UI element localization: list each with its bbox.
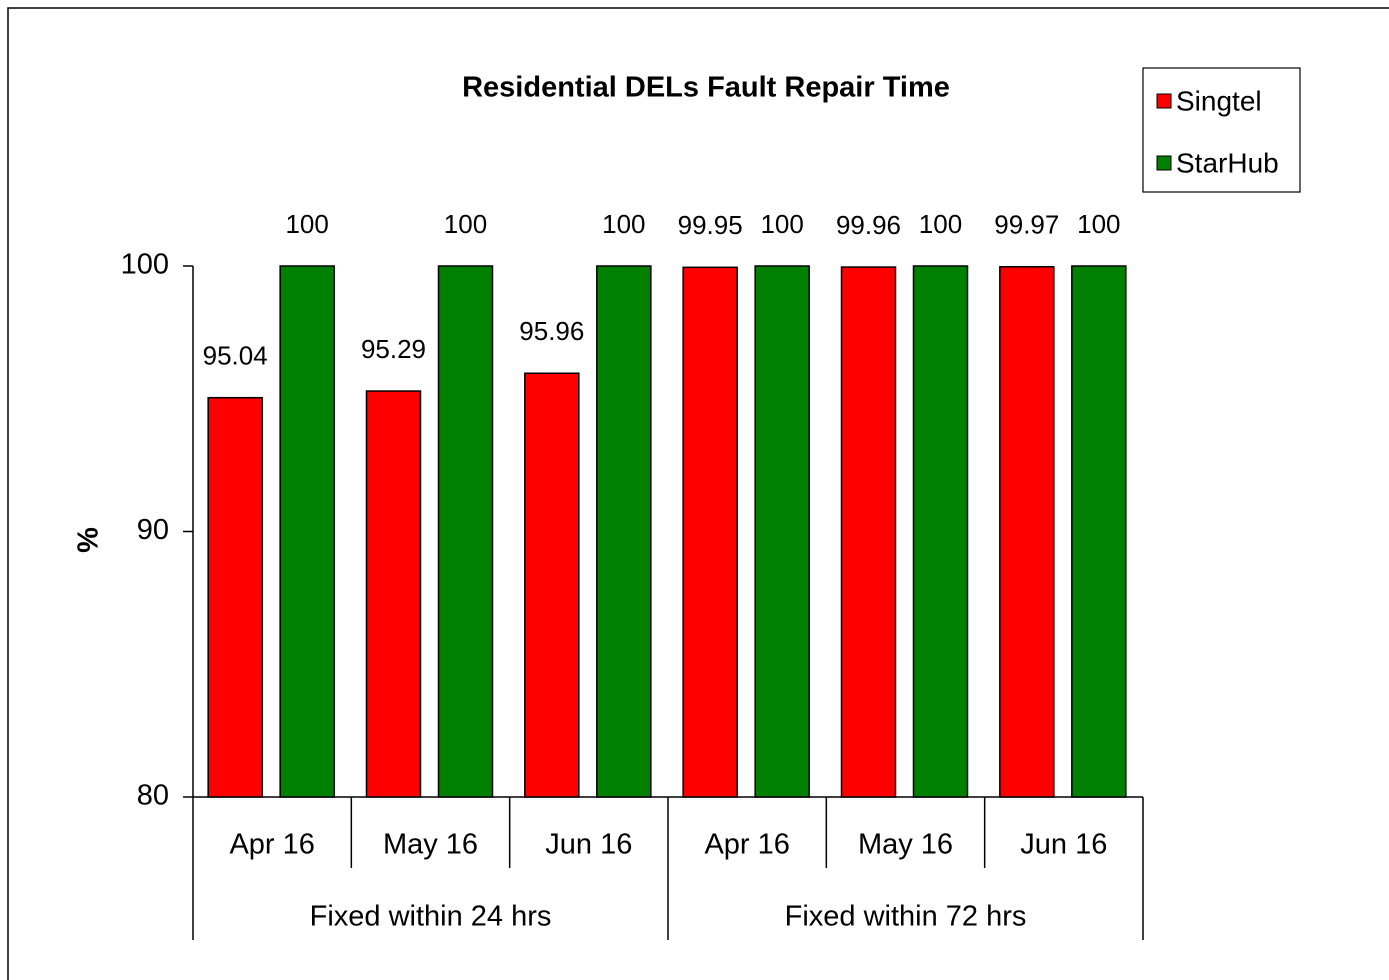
y-tick-label: 100 (121, 249, 169, 281)
bar (596, 265, 652, 798)
y-tick-label: 80 (137, 780, 169, 812)
value-label: 99.96 (836, 210, 901, 240)
bar (999, 266, 1055, 798)
legend-label: Singtel (1176, 85, 1262, 116)
x-tick-label: Apr 16 (229, 829, 314, 861)
value-label: 99.97 (994, 210, 1059, 240)
legend-label: StarHub (1176, 147, 1279, 178)
bar (912, 265, 969, 798)
value-label: 100 (760, 209, 803, 239)
bar (524, 372, 580, 798)
value-label: 100 (444, 209, 487, 239)
y-tick-label: 90 (137, 514, 169, 546)
frame (7, 7, 1389, 980)
legend-swatch (1156, 155, 1172, 171)
value-label: 95.96 (519, 316, 584, 346)
legend-swatch (1156, 93, 1172, 109)
x-tick-label: Apr 16 (704, 829, 789, 861)
x-tick-label: Jun 16 (1020, 829, 1107, 861)
value-label: 95.04 (203, 341, 268, 371)
bar (437, 265, 494, 798)
value-label: 100 (602, 209, 645, 239)
chart-title: Residential DELs Fault Repair Time (462, 72, 950, 104)
value-label: 100 (285, 209, 328, 239)
bar (207, 396, 263, 798)
value-label: 100 (919, 209, 962, 239)
group-label: Fixed within 24 hrs (310, 901, 552, 933)
bar (1071, 265, 1127, 798)
legend-box (1142, 67, 1301, 193)
bar (840, 266, 897, 798)
y-axis-label: % (73, 527, 105, 553)
x-tick-label: May 16 (383, 829, 478, 861)
group-label: Fixed within 72 hrs (785, 901, 1027, 933)
bar (754, 265, 810, 798)
value-label: 95.29 (361, 334, 426, 364)
bar (365, 390, 422, 798)
x-tick-label: Jun 16 (545, 829, 632, 861)
bar (682, 266, 738, 798)
value-label: 100 (1077, 209, 1120, 239)
value-label: 99.95 (678, 210, 743, 240)
bar (279, 265, 335, 798)
x-tick-label: May 16 (858, 829, 953, 861)
